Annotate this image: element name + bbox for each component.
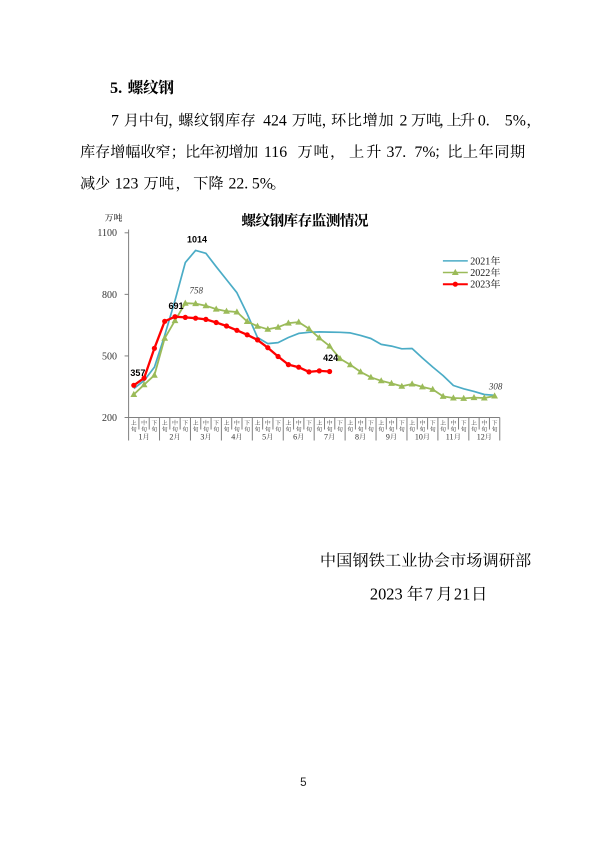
svg-text:200: 200	[102, 413, 117, 424]
svg-text:2: 2	[400, 112, 408, 129]
svg-text:2021: 2021	[470, 256, 490, 267]
svg-text:1014: 1014	[187, 234, 207, 244]
svg-text:2: 2	[169, 432, 173, 441]
svg-text:21: 21	[454, 585, 470, 604]
svg-text:691: 691	[168, 301, 183, 311]
svg-text:424: 424	[323, 353, 338, 363]
svg-text:11: 11	[446, 432, 454, 441]
svg-text:7: 7	[111, 112, 119, 129]
svg-text:4: 4	[231, 432, 235, 441]
svg-text:5%: 5%	[252, 176, 273, 193]
svg-text:8: 8	[355, 432, 359, 441]
svg-text:1: 1	[138, 432, 142, 441]
svg-text:7%: 7%	[415, 144, 436, 161]
svg-text:123: 123	[115, 176, 139, 193]
svg-text:5: 5	[262, 432, 266, 441]
svg-text:800: 800	[102, 290, 117, 301]
svg-text:758: 758	[190, 286, 204, 296]
svg-text:7: 7	[425, 585, 433, 604]
svg-text:2023: 2023	[470, 280, 490, 291]
svg-text:12: 12	[477, 432, 485, 441]
svg-text:424: 424	[263, 112, 287, 129]
svg-text:7: 7	[324, 432, 328, 441]
svg-text:6: 6	[293, 432, 297, 441]
svg-text:10: 10	[415, 432, 423, 441]
svg-text:500: 500	[102, 351, 117, 362]
svg-text:9: 9	[386, 432, 390, 441]
svg-text:5: 5	[300, 776, 306, 789]
svg-text:5%: 5%	[505, 112, 526, 129]
svg-text:116: 116	[264, 144, 287, 161]
svg-text:2022: 2022	[470, 268, 490, 279]
svg-text:3: 3	[200, 432, 204, 441]
svg-text:5.: 5.	[110, 79, 122, 97]
svg-text:1100: 1100	[97, 228, 117, 239]
svg-text:2023: 2023	[370, 585, 403, 604]
svg-text:0.: 0.	[478, 112, 490, 129]
svg-text:308: 308	[488, 382, 503, 392]
svg-text:357: 357	[130, 368, 145, 378]
svg-text:22.: 22.	[229, 176, 249, 193]
svg-text:37.: 37.	[387, 144, 407, 161]
